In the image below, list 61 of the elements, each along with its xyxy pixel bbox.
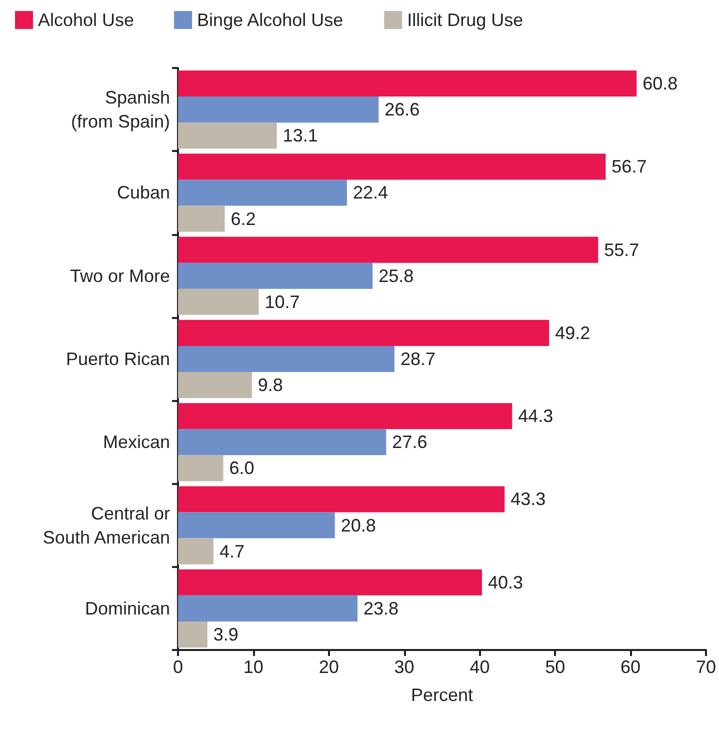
legend-label: Illicit Drug Use [407, 10, 524, 30]
data-label: 10.7 [264, 292, 300, 312]
y-tick-label: Cuban [116, 182, 170, 203]
x-tick-label: 0 [172, 657, 184, 677]
bar [178, 455, 224, 482]
data-label: 28.7 [400, 349, 436, 369]
bar [178, 429, 386, 456]
bar [178, 320, 550, 346]
bar [178, 262, 373, 289]
y-tick-label: Two or More [70, 266, 170, 286]
bar [178, 122, 277, 149]
data-label: 9.8 [258, 375, 283, 396]
bar [178, 180, 347, 206]
bar [178, 569, 482, 596]
y-tick-label: Dominican [84, 598, 170, 618]
x-tick-label: 10 [243, 657, 264, 677]
bar [178, 512, 335, 538]
bar [178, 346, 394, 372]
data-label: 27.6 [392, 432, 428, 452]
data-label: 6.2 [230, 208, 256, 229]
data-label: 22.4 [352, 182, 388, 203]
bar [178, 621, 208, 648]
bar [178, 206, 225, 232]
data-label: 26.6 [384, 100, 420, 120]
bar [178, 288, 259, 315]
x-tick-label: 40 [470, 657, 490, 677]
data-label: 49.2 [555, 322, 590, 343]
bar [178, 372, 252, 398]
bar [178, 538, 214, 564]
y-tick-label: Mexican [102, 432, 170, 452]
data-label: 43.3 [510, 489, 546, 510]
data-label: 56.7 [612, 156, 647, 177]
data-label: 44.3 [518, 406, 554, 426]
y-tick-label: Central or South American [42, 503, 170, 548]
x-tick-label: 20 [318, 657, 339, 677]
data-label: 4.7 [219, 541, 244, 562]
data-label: 13.1 [282, 126, 318, 146]
data-label: 23.8 [364, 598, 399, 618]
legend-label: Binge Alcohol Use [197, 10, 344, 30]
x-tick-label: 60 [620, 657, 641, 677]
bar [178, 236, 598, 263]
bar [178, 403, 512, 430]
legend-label: Alcohol Use [38, 10, 134, 30]
data-label: 25.8 [378, 266, 414, 286]
bar [178, 70, 637, 97]
x-axis-title: Percent [410, 685, 474, 705]
y-tick-label: Spanish (from Spain) [70, 88, 170, 132]
data-label: 55.7 [604, 240, 640, 260]
x-tick-label: 70 [696, 657, 716, 677]
data-label: 3.9 [213, 624, 238, 644]
data-label: 40.3 [488, 572, 524, 592]
data-label: 60.8 [642, 74, 678, 94]
data-label: 6.0 [229, 458, 254, 478]
bar [178, 154, 606, 180]
x-tick-label: 30 [394, 657, 414, 677]
bar [178, 486, 505, 512]
x-tick-label: 50 [545, 657, 566, 677]
bar [178, 595, 358, 622]
bar [178, 96, 379, 123]
data-label: 20.8 [340, 515, 376, 536]
y-tick-label: Puerto Rican [66, 349, 170, 369]
